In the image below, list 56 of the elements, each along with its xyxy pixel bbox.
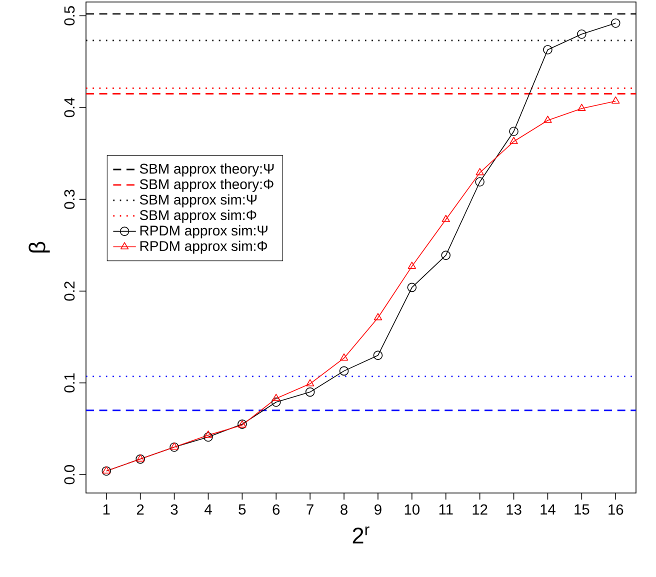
point: [612, 96, 620, 104]
y-tick-label: 0.3: [64, 190, 75, 209]
point: [475, 177, 484, 187]
point: [204, 432, 213, 442]
y-tick-label: 0.5: [64, 6, 75, 26]
x-tick-label: 7: [306, 504, 314, 514]
legend-label: RPDM approx sim:Φ: [140, 240, 268, 254]
point: [102, 466, 112, 476]
x-tick-label: 12: [472, 504, 488, 515]
y-tick-label: 0.4: [64, 98, 75, 118]
point: [305, 387, 315, 397]
x-tick-label: 14: [540, 504, 556, 514]
point: [339, 366, 349, 376]
point: [543, 45, 552, 54]
point: [373, 350, 383, 360]
x-tick-label: 16: [608, 504, 624, 515]
point: [442, 214, 450, 222]
x-tick-label: 2: [136, 504, 144, 515]
point: [509, 126, 518, 136]
point: [610, 18, 620, 28]
y-axis-title: β: [28, 242, 50, 252]
point: [476, 168, 484, 176]
x-tick-label: 9: [374, 504, 382, 515]
x-tick-label: 3: [170, 504, 178, 515]
point: [441, 250, 451, 260]
x-tick-label: 4: [204, 504, 212, 514]
point: [204, 430, 212, 438]
x-tick-label: 15: [574, 504, 590, 515]
point: [374, 313, 382, 320]
point: [544, 116, 552, 123]
point: [408, 262, 416, 269]
x-tick-label: 11: [439, 504, 453, 514]
legend-label: SBM approx sim:Ψ: [140, 194, 257, 208]
point: [577, 29, 586, 39]
point: [340, 353, 348, 361]
point: [407, 282, 417, 292]
point: [271, 397, 281, 407]
x-tick-label: 13: [506, 504, 522, 515]
x-axis-title: 2$^{r}$: [352, 526, 370, 544]
y-tick-label: 0.0: [64, 465, 75, 484]
y-tick-label: 0.2: [64, 282, 75, 301]
legend-label: SBM approx theory:Ψ: [140, 163, 274, 176]
x-tick-label: 8: [340, 504, 348, 515]
x-tick-label: 5: [238, 504, 246, 515]
x-tick-label: 10: [404, 504, 420, 515]
point: [306, 379, 314, 386]
point: [102, 466, 110, 474]
legend-label: SBM approx sim:Φ: [140, 210, 256, 223]
legend-label: RPDM approx sim:Ψ: [140, 225, 268, 238]
point: [272, 394, 280, 401]
point: [510, 136, 518, 144]
x-tick-label: 6: [272, 504, 280, 515]
x-tick-label: 1: [103, 504, 110, 514]
point: [578, 104, 586, 111]
legend-label: SBM approx theory:Φ: [140, 178, 274, 192]
y-tick-label: 0.1: [64, 373, 75, 392]
